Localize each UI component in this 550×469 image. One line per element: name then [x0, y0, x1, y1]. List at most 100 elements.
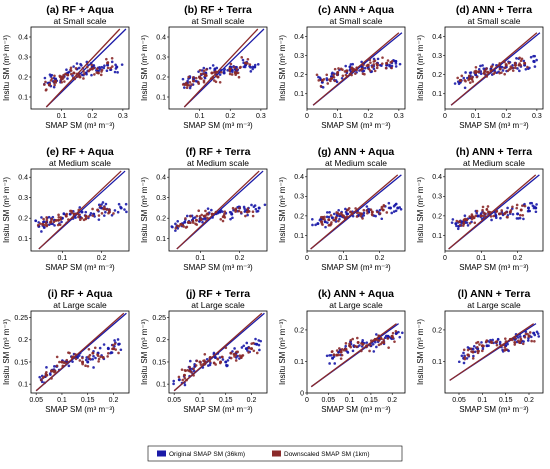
data-point-jitter: [202, 66, 206, 70]
data-point-jitter: [519, 63, 522, 67]
data-point-jitter: [363, 66, 367, 70]
data-point-jitter: [183, 369, 187, 372]
y-tick-label: 0.2: [432, 327, 442, 334]
data-point-jitter: [120, 63, 124, 66]
y-axis-label: Insitu SM (m³ m⁻³): [278, 319, 287, 385]
data-point-jitter: [507, 61, 511, 65]
data-point-jitter: [181, 378, 185, 382]
data-point-jitter: [60, 77, 64, 81]
data-point-jitter: [329, 353, 333, 357]
data-point-jitter: [84, 217, 88, 220]
data-point-jitter: [251, 65, 254, 69]
data-point-jitter: [229, 217, 232, 221]
data-point-jitter: [517, 339, 520, 342]
data-point-jitter: [75, 62, 79, 65]
data-point-jitter: [201, 220, 204, 224]
data-point-jitter: [522, 217, 525, 221]
x-tick-label: 0.2: [87, 113, 97, 120]
data-point-jitter: [492, 72, 496, 76]
data-point-jitter: [361, 217, 364, 220]
data-point-jitter: [235, 65, 238, 69]
data-point-jitter: [382, 338, 385, 341]
data-point-jitter: [354, 72, 357, 75]
data-point-jitter: [89, 211, 93, 215]
data-point-jitter: [93, 346, 97, 350]
data-point-jitter: [64, 72, 67, 76]
y-tick-label: 0.4: [294, 174, 304, 181]
data-point-jitter: [533, 333, 537, 337]
data-point-jitter: [212, 361, 216, 365]
data-point-jitter: [462, 351, 465, 355]
data-point-jitter: [95, 71, 99, 74]
data-point-jitter: [468, 81, 472, 84]
data-point-jitter: [203, 359, 206, 362]
data-point-jitter: [390, 211, 394, 215]
data-point-jitter: [218, 361, 222, 365]
y-axis-label: Insitu SM (m³ m⁻³): [278, 35, 287, 101]
data-point-jitter: [456, 76, 459, 80]
data-point: [96, 208, 100, 212]
data-point-jitter: [392, 204, 396, 208]
data-point-jitter: [50, 73, 54, 77]
data-point-jitter: [57, 213, 60, 217]
data-point-jitter: [311, 223, 314, 227]
x-axis-label: SMAP SM (m³ m⁻³): [45, 121, 115, 130]
data-point-jitter: [81, 356, 84, 360]
data-point-jitter: [215, 66, 219, 70]
data-point-jitter: [188, 81, 192, 84]
data-point-jitter: [332, 212, 336, 216]
data-point-jitter: [224, 346, 228, 350]
y-tick-label: 0.1: [18, 382, 28, 389]
data-point-jitter: [194, 79, 198, 83]
data-point-jitter: [466, 348, 470, 352]
data-point-jitter: [361, 342, 365, 346]
data-point-jitter: [188, 359, 192, 363]
data-point-jitter: [344, 210, 348, 214]
data-point-jitter: [344, 344, 347, 348]
data-point-jitter: [96, 354, 100, 358]
data-point-jitter: [511, 212, 515, 216]
data-point-jitter: [335, 349, 339, 352]
data-point-jitter: [195, 359, 199, 363]
data-point-jitter: [500, 65, 504, 69]
data-point-jitter: [212, 351, 216, 355]
data-point-jitter: [376, 57, 380, 61]
data-point-jitter: [499, 216, 502, 220]
data-point-jitter: [328, 211, 331, 214]
data-point-jitter: [343, 70, 347, 73]
data-point-jitter: [67, 70, 71, 74]
data-point-jitter: [458, 79, 462, 82]
data-point-jitter: [218, 356, 222, 359]
data-point-jitter: [219, 218, 223, 221]
x-tick-label: 0.2: [363, 113, 373, 120]
panel-subtitle: at Medium scale: [49, 158, 111, 168]
data-point-jitter: [221, 355, 224, 359]
data-point-jitter: [44, 80, 47, 84]
panel-subtitle: at Large scale: [467, 300, 521, 310]
data-point-jitter: [362, 63, 365, 67]
data-point: [182, 373, 186, 377]
data-point-jitter: [114, 348, 117, 351]
panel-title: (j) RF + Terra: [186, 288, 250, 300]
data-point-jitter: [324, 225, 327, 229]
data-point-jitter: [521, 204, 524, 207]
data-point-jitter: [116, 210, 120, 214]
data-point-jitter: [185, 214, 189, 218]
data-point-jitter: [319, 215, 323, 219]
data-point-jitter: [484, 212, 487, 216]
data-point-jitter: [172, 379, 176, 383]
legend: Original SMAP SM (36km) Downscaled SMAP …: [147, 445, 403, 462]
data-point-jitter: [381, 56, 384, 59]
data-point-jitter: [103, 64, 106, 68]
data-point-jitter: [365, 205, 369, 208]
data-point-jitter: [473, 221, 477, 225]
panel-title: (a) RF + Aqua: [46, 4, 114, 16]
data-point-jitter: [521, 342, 525, 346]
data-point-jitter: [228, 210, 232, 214]
fit-line: [183, 28, 259, 108]
data-point-jitter: [460, 74, 464, 78]
data-point-jitter: [314, 223, 317, 227]
x-tick-label: 0: [305, 255, 309, 262]
